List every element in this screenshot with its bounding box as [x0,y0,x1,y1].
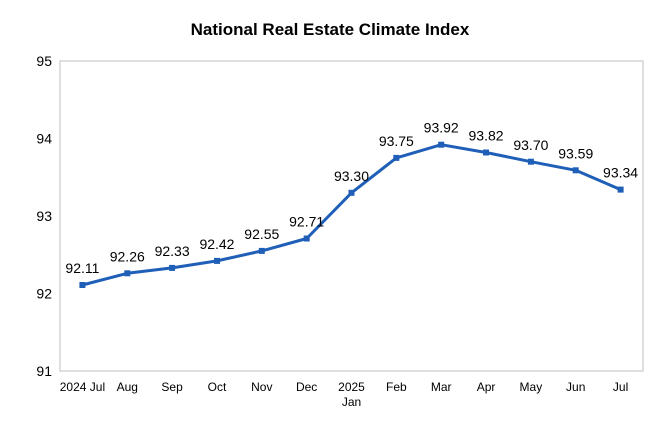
chart-title: National Real Estate Climate Index [190,20,470,39]
x-tick-label: Sep [161,380,183,394]
data-point-marker [572,167,579,174]
data-label: 92.42 [199,236,234,252]
y-tick-label: 94 [36,131,52,147]
data-label: 92.71 [289,213,324,229]
data-point-marker [303,235,310,242]
data-label: 92.11 [65,260,99,276]
x-tick-label: Nov [251,380,272,394]
x-tick-label: Jul [613,380,628,394]
x-tick-label: Jun [566,380,585,394]
y-axis: 91 92 93 94 95 [36,53,52,379]
y-tick-label: 93 [36,208,52,224]
data-point-marker [617,186,624,193]
x-tick-label: Jan [342,395,361,409]
data-label: 92.33 [155,243,190,259]
data-label: 93.92 [424,120,459,136]
y-tick-label: 95 [36,53,52,69]
data-point-marker [258,247,265,254]
x-tick-label: Dec [296,380,317,394]
x-tick-label: 2025 [338,380,365,394]
x-tick-label: Feb [386,380,407,394]
data-point-marker [393,154,400,161]
data-label: 93.34 [603,165,638,181]
series-line [82,143,622,287]
data-label: 93.70 [513,137,548,153]
y-tick-label: 92 [36,286,52,302]
data-point-marker [79,282,86,288]
data-point-marker [438,141,445,148]
data-point-marker [348,189,355,196]
data-point-marker [483,149,489,156]
data-point-marker [169,264,176,271]
data-label: 93.59 [558,145,593,161]
x-tick-label: Aug [117,380,138,394]
data-point-marker [214,257,220,264]
data-point-marker [124,270,131,277]
data-label: 93.75 [379,133,414,149]
x-tick-label: May [520,380,543,394]
x-tick-label: Apr [477,380,496,394]
data-label: 93.30 [334,168,369,184]
series-layer [79,141,624,288]
data-point-marker [527,158,534,165]
x-tick-label: Mar [431,380,452,394]
x-tick-label: Oct [208,380,227,394]
data-label-layer: 92.11 92.26 92.33 92.42 92.55 92.71 93.30 93.75… [65,120,638,276]
data-label: 93.82 [469,127,504,143]
x-tick-label: 2024 Jul [60,380,105,394]
data-label: 92.55 [244,226,279,242]
plot-area-frame [59,60,644,372]
y-tick-label: 91 [36,363,52,379]
data-label: 92.26 [110,248,145,264]
